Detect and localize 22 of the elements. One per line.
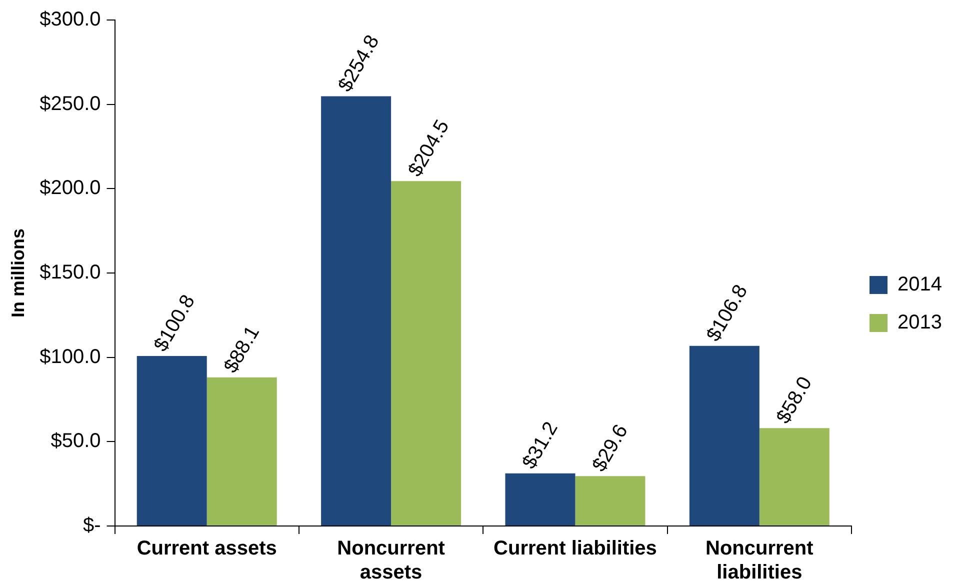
bar	[136, 356, 207, 526]
legend-label: 2013	[898, 312, 942, 334]
y-tick-label: $250.0	[40, 92, 101, 115]
y-axis-title: In millions	[8, 228, 28, 318]
y-tick-label: $200.0	[40, 177, 101, 200]
x-tick-label: Current liabilities	[494, 538, 657, 560]
y-tick-label: $100.0	[40, 346, 101, 368]
y-tick-label: $50.0	[50, 430, 101, 452]
bar	[689, 346, 760, 526]
bar	[575, 476, 646, 526]
bar	[505, 473, 576, 526]
y-tick-label: $-	[82, 514, 101, 537]
bar	[206, 377, 277, 526]
y-tick-label: $300.0	[40, 8, 101, 31]
bar	[321, 96, 392, 526]
x-tick-label: Current assets	[136, 538, 277, 560]
y-tick-label: $150.0	[40, 262, 101, 284]
bar	[759, 428, 830, 526]
x-tick-label: Noncurrent assets	[337, 538, 446, 584]
x-tick-label: Noncurrent liabilities	[706, 538, 814, 584]
bar	[391, 181, 462, 526]
legend-label: 2014	[898, 274, 942, 296]
